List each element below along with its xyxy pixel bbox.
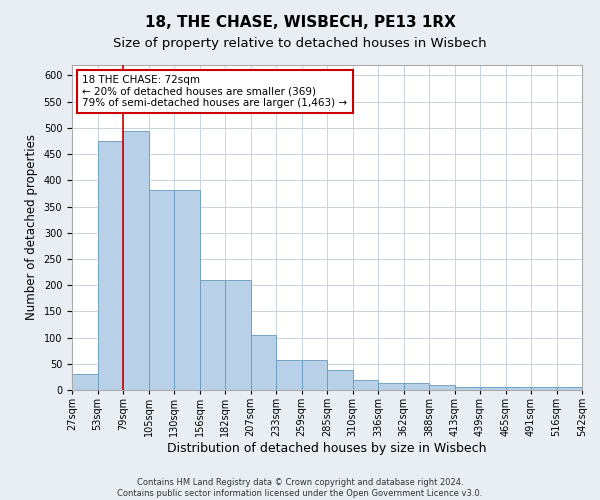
- Bar: [276, 360, 302, 390]
- Text: 18 THE CHASE: 72sqm
← 20% of detached houses are smaller (369)
79% of semi-detac: 18 THE CHASE: 72sqm ← 20% of detached ho…: [82, 74, 347, 108]
- Bar: [225, 280, 251, 390]
- X-axis label: Distribution of detached houses by size in Wisbech: Distribution of detached houses by size …: [167, 442, 487, 455]
- Bar: [72, 374, 97, 390]
- Bar: [97, 141, 123, 390]
- Bar: [174, 190, 199, 390]
- Y-axis label: Number of detached properties: Number of detached properties: [25, 134, 38, 320]
- Bar: [557, 388, 582, 390]
- Text: Size of property relative to detached houses in Wisbech: Size of property relative to detached ho…: [113, 38, 487, 51]
- Bar: [123, 130, 149, 390]
- Text: Contains HM Land Registry data © Crown copyright and database right 2024.
Contai: Contains HM Land Registry data © Crown c…: [118, 478, 482, 498]
- Bar: [505, 388, 531, 390]
- Bar: [199, 280, 225, 390]
- Bar: [404, 383, 429, 390]
- Bar: [531, 388, 557, 390]
- Bar: [149, 190, 174, 390]
- Bar: [353, 380, 378, 390]
- Text: 18, THE CHASE, WISBECH, PE13 1RX: 18, THE CHASE, WISBECH, PE13 1RX: [145, 15, 455, 30]
- Bar: [429, 385, 455, 390]
- Bar: [480, 388, 505, 390]
- Bar: [327, 370, 353, 390]
- Bar: [455, 388, 480, 390]
- Bar: [378, 383, 404, 390]
- Bar: [251, 335, 276, 390]
- Bar: [302, 360, 327, 390]
